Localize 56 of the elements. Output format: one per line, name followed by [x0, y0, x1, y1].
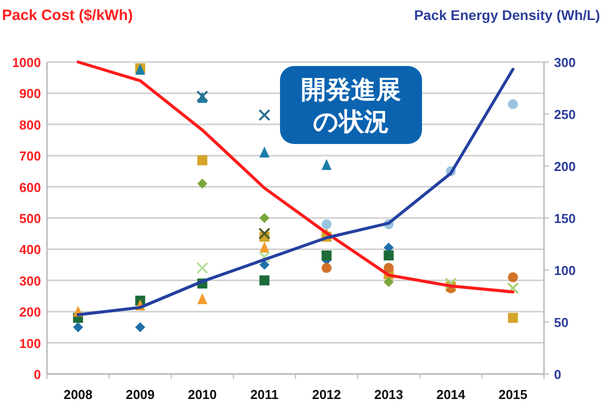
- y-tick-label: 600: [19, 180, 41, 195]
- y-tick-label: 700: [19, 148, 41, 164]
- y-tick-label: 400: [19, 242, 41, 258]
- y2-axis-title: Pack Energy Density (Wh/L): [414, 7, 600, 23]
- x-tick-label: 2010: [188, 387, 217, 402]
- y2-tick-label: 0: [554, 367, 562, 382]
- point: [384, 250, 394, 260]
- point: [197, 155, 208, 166]
- y2-tick-label: 200: [554, 159, 576, 174]
- point: [444, 278, 457, 290]
- x-tick-label: 2008: [64, 387, 93, 402]
- point: [384, 276, 394, 287]
- y-tick-label: 900: [19, 86, 41, 102]
- x-tick-label: 2015: [498, 387, 528, 402]
- y2-tick-label: 150: [554, 211, 576, 226]
- y-tick-label: 800: [19, 117, 41, 132]
- y-tick-label: 200: [19, 304, 41, 320]
- point: [508, 272, 518, 282]
- y-tick-label: 300: [19, 273, 41, 288]
- y-axis-title: Pack Cost ($/kWh): [2, 7, 133, 24]
- y-tick-label: 0: [34, 367, 41, 382]
- y2-tick-label: 250: [554, 107, 576, 122]
- x-tick-label: 2012: [312, 387, 342, 402]
- point: [259, 146, 270, 158]
- y-tick-label: 100: [19, 336, 41, 351]
- point: [259, 213, 270, 223]
- point: [258, 251, 270, 263]
- y2-tick-label: 300: [554, 55, 576, 70]
- y2-tick-label: 100: [554, 263, 576, 278]
- point: [197, 293, 208, 304]
- point: [322, 158, 332, 170]
- point: [506, 282, 519, 294]
- y-tick-label: 500: [19, 211, 41, 226]
- point: [259, 260, 270, 270]
- annotation: 開発進展の状況: [301, 76, 401, 136]
- point: [259, 275, 270, 286]
- y-tick-label: 1000: [12, 55, 41, 70]
- point: [197, 178, 208, 189]
- point: [322, 219, 332, 230]
- point: [258, 228, 270, 240]
- point: [73, 322, 84, 332]
- point: [322, 250, 332, 260]
- point: [258, 109, 270, 122]
- x-tick-label: 2014: [436, 387, 466, 402]
- point: [322, 262, 332, 273]
- x-tick-label: 2011: [250, 387, 279, 402]
- point: [508, 99, 518, 110]
- point: [196, 262, 208, 274]
- y2-tick-label: 50: [554, 315, 568, 330]
- point: [259, 242, 270, 253]
- point: [135, 322, 146, 332]
- point: [508, 312, 518, 323]
- point: [384, 262, 394, 273]
- x-tick-label: 2013: [374, 387, 404, 402]
- annotation: 開発進展の状況: [280, 66, 422, 144]
- x-tick-label: 2009: [126, 387, 155, 402]
